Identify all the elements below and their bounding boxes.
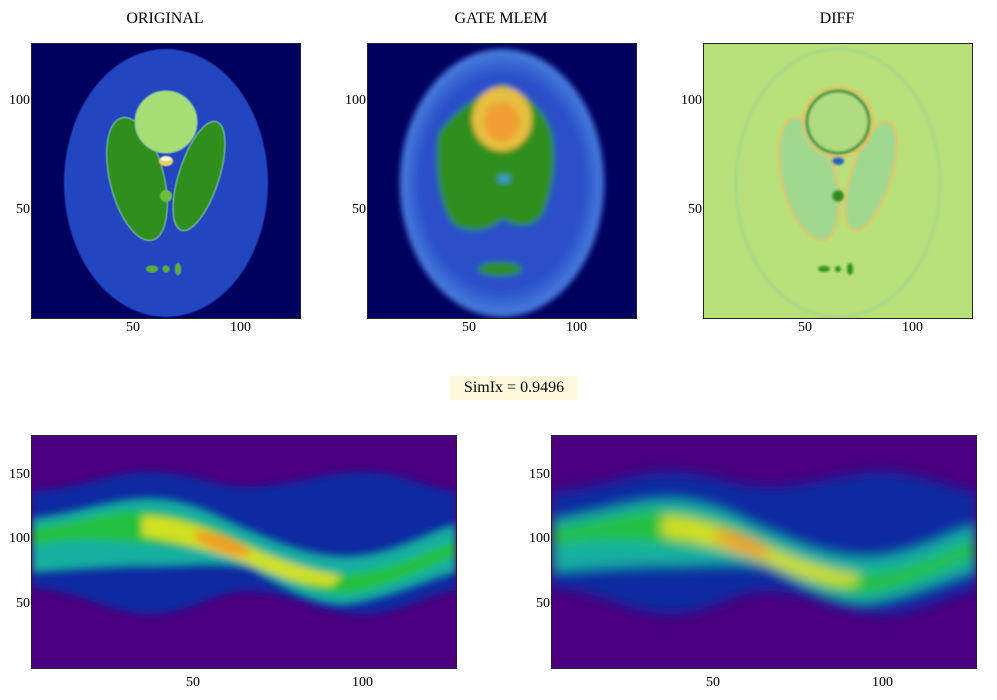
x-tick: 50: [706, 675, 720, 690]
y-tick: 50: [16, 596, 30, 611]
x-tick: 50: [186, 675, 200, 690]
y-tick: 100: [681, 93, 702, 108]
x-tick: 100: [902, 320, 923, 335]
y-tick: 50: [688, 202, 702, 217]
panel-title-gate-mlem: GATE MLEM: [454, 10, 548, 27]
y-tick: 150: [529, 467, 550, 482]
y-tick: 50: [352, 202, 366, 217]
panel-title-original: ORIGINAL: [126, 10, 204, 27]
y-tick: 50: [536, 596, 550, 611]
sinogram-original: [31, 435, 457, 669]
gate-mlem-image: [367, 43, 637, 319]
diff-image: [703, 43, 973, 319]
y-tick: 50: [16, 202, 30, 217]
x-tick: 100: [566, 320, 587, 335]
x-tick: 100: [352, 675, 373, 690]
x-tick: 100: [872, 675, 893, 690]
y-tick: 100: [9, 93, 30, 108]
y-tick: 100: [345, 93, 366, 108]
y-tick: 100: [9, 531, 30, 546]
y-tick: 150: [9, 467, 30, 482]
original-image: [31, 43, 301, 319]
similarity-index: SimIx = 0.9496: [450, 376, 578, 400]
x-tick: 50: [462, 320, 476, 335]
x-tick: 50: [798, 320, 812, 335]
x-tick: 100: [230, 320, 251, 335]
panel-title-diff: DIFF: [819, 10, 855, 27]
sinogram-gate-mlem: [551, 435, 977, 669]
y-tick: 100: [529, 531, 550, 546]
x-tick: 50: [126, 320, 140, 335]
